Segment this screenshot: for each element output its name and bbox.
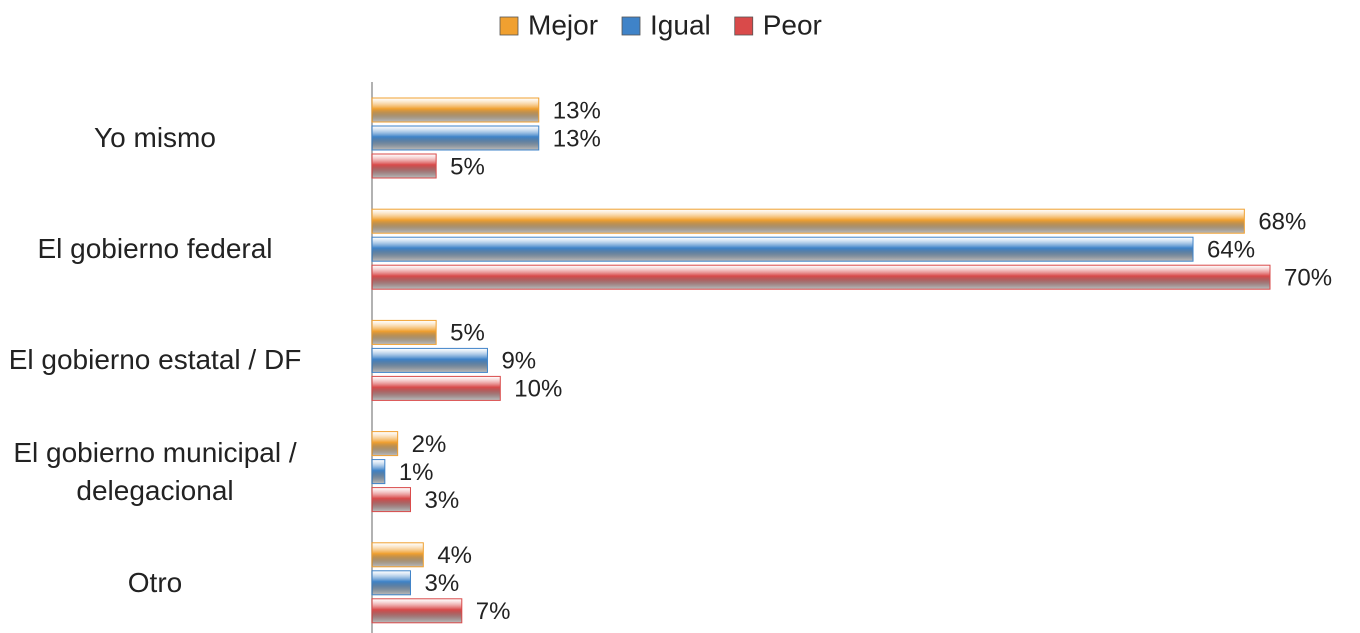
value-label: 3% xyxy=(424,570,459,597)
category-label: Otro xyxy=(127,566,183,598)
value-label: 70% xyxy=(1284,265,1332,292)
category-label: El gobierno federal xyxy=(37,233,273,265)
bar xyxy=(371,542,424,568)
category-label: El gobierno estatal / DF xyxy=(8,344,302,376)
legend-label: Peor xyxy=(763,9,822,40)
bar xyxy=(371,125,540,151)
value-label: 10% xyxy=(514,376,562,403)
value-label: 64% xyxy=(1207,237,1255,264)
bar xyxy=(371,347,488,373)
bar xyxy=(371,319,437,345)
value-label: 4% xyxy=(437,542,472,569)
bar xyxy=(371,264,1271,290)
legend-swatch xyxy=(734,16,754,36)
legend-label: Igual xyxy=(650,9,711,40)
bar xyxy=(371,375,501,401)
value-label: 13% xyxy=(553,125,601,152)
value-label: 9% xyxy=(501,348,536,375)
bar xyxy=(371,487,411,513)
value-label: 5% xyxy=(450,153,485,180)
legend-swatch xyxy=(621,16,641,36)
value-label: 3% xyxy=(424,487,459,514)
value-label: 7% xyxy=(476,598,511,625)
bar xyxy=(371,598,463,624)
bar xyxy=(371,459,386,485)
bar xyxy=(371,208,1245,234)
value-label: 2% xyxy=(412,431,447,458)
bar xyxy=(371,153,437,179)
category-label: El gobierno municipal / delegacional xyxy=(13,436,297,506)
bar xyxy=(371,236,1194,262)
bar xyxy=(371,431,399,457)
category-label: Yo mismo xyxy=(94,122,216,153)
value-label: 1% xyxy=(399,459,434,486)
bar xyxy=(371,97,540,123)
bar xyxy=(371,570,411,596)
value-label: 13% xyxy=(553,97,601,124)
legend-label: Mejor xyxy=(528,9,598,40)
value-label: 5% xyxy=(450,320,485,347)
legend-swatch xyxy=(499,16,519,36)
value-label: 68% xyxy=(1258,209,1306,236)
